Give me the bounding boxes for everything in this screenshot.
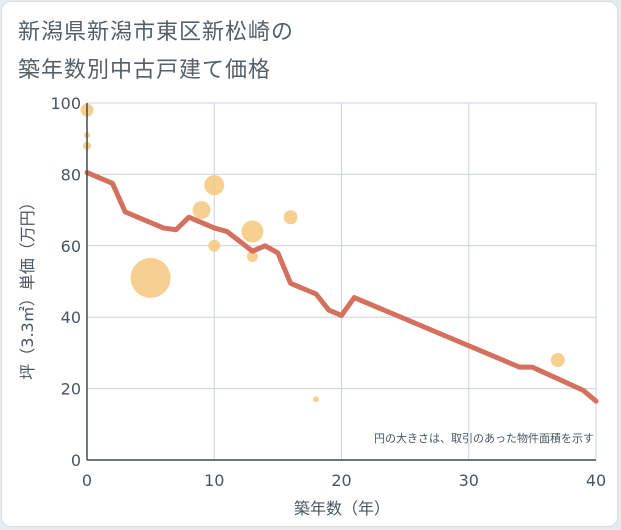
bubble-series (80, 103, 565, 403)
y-tick-label: 60 (61, 237, 81, 256)
trend-series (84, 170, 599, 404)
bubble-point (283, 210, 298, 225)
bubble-point (204, 175, 225, 196)
x-tick-label: 30 (459, 471, 479, 490)
y-tick-label: 0 (71, 451, 81, 470)
y-tick-label: 20 (61, 380, 81, 399)
bubble-point (313, 396, 320, 403)
bubble-point (550, 353, 565, 368)
bubble-point (246, 251, 258, 263)
bubble-point (208, 239, 221, 252)
trend-line (84, 170, 599, 404)
y-tick-label: 80 (61, 165, 81, 184)
y-tick-label: 100 (50, 94, 81, 113)
x-tick-label: 20 (331, 471, 351, 490)
chart-title-line-2: 築年数別中古戸建て価格 (18, 58, 272, 83)
tick-labels: 0 10 20 30 40 0 20 40 60 80 100 (50, 94, 606, 490)
bubble-point (192, 201, 211, 220)
bubble-point (130, 257, 171, 298)
bubble-point (241, 220, 264, 243)
y-axis-label: 坪（3.3㎡）単価（万円） (18, 194, 37, 379)
x-tick-label: 0 (82, 471, 92, 490)
bubble-size-note: 円の大きさは、取引のあった物件面積を示す (374, 431, 594, 445)
chart-title-line-1: 新潟県新潟市東区新松崎の (18, 20, 295, 45)
axes (86, 103, 596, 461)
x-tick-label: 10 (204, 471, 224, 490)
grid-lines (86, 102, 597, 461)
y-tick-label: 40 (61, 308, 81, 327)
x-tick-label: 40 (586, 471, 606, 490)
x-axis-label: 築年数（年） (294, 499, 390, 518)
